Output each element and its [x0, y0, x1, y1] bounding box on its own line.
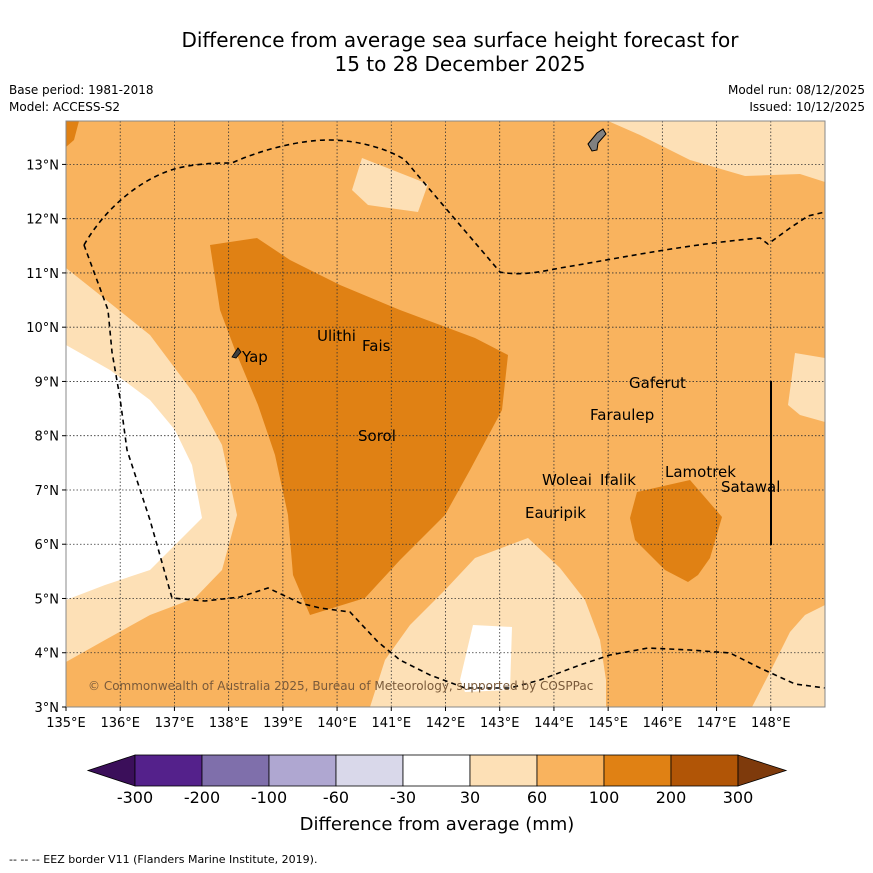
- lon-tick-label: 146°E: [643, 716, 683, 731]
- colorbar: [86, 754, 788, 787]
- field-30-60-east: [788, 353, 825, 422]
- lon-tick-label: 145°E: [588, 716, 628, 731]
- lat-tick-label: 11°N: [26, 267, 59, 282]
- lon-tick-label: 148°E: [751, 716, 791, 731]
- colorbar-tick-label: -30: [390, 788, 416, 807]
- field-100-200-central: [210, 238, 508, 615]
- colorbar-segment: [201, 754, 270, 787]
- colorbar-segment: [134, 754, 203, 787]
- field-100-200-east: [630, 480, 722, 582]
- gridlines: [66, 121, 825, 707]
- colorbar-segment: [469, 754, 538, 787]
- issued-date: Issued: 10/12/2025: [749, 100, 865, 114]
- lat-tick-label: 12°N: [26, 213, 59, 228]
- lat-tick-label: 7°N: [35, 484, 60, 499]
- place-yap: Yap: [241, 348, 268, 366]
- base-period: Base period: 1981-2018: [9, 83, 154, 97]
- lon-tick-label: 147°E: [697, 716, 737, 731]
- title-line-1: Difference from average sea surface heig…: [181, 28, 739, 52]
- colorbar-segment: [268, 754, 337, 787]
- place-woleai: Woleai: [542, 471, 592, 489]
- colorbar-tick-label: 300: [723, 788, 754, 807]
- colorbar-segment: [603, 754, 672, 787]
- lat-tick-label: 8°N: [35, 430, 60, 445]
- place-eauripik: Eauripik: [525, 504, 586, 522]
- lat-tick-label: 4°N: [35, 647, 60, 662]
- colorbar-labels: -300 -200 -100 -60 -30 30 60 100 200 300: [117, 788, 753, 807]
- lon-tick-label: 144°E: [534, 716, 574, 731]
- colorbar-arrow-high: [737, 754, 788, 787]
- place-satawal: Satawal: [721, 478, 780, 496]
- model-run: Model run: 08/12/2025: [727, 83, 865, 97]
- lat-tick-label: 3°N: [35, 701, 60, 716]
- lat-tick-label: 10°N: [26, 321, 59, 336]
- yap-island: [231, 347, 242, 359]
- field-100-200-corner: [66, 121, 79, 147]
- place-sorol: Sorol: [358, 427, 396, 445]
- lat-tick-label: 9°N: [35, 375, 60, 390]
- field-30-60-south: [370, 538, 606, 707]
- model-name: Model: ACCESS-S2: [9, 100, 121, 114]
- lat-ticks: 3°N 4°N 5°N 6°N 7°N 8°N 9°N 10°N 11°N 12°N 13°N: [26, 158, 66, 716]
- lon-tick-label: 137°E: [155, 716, 195, 731]
- place-fais: Fais: [362, 337, 391, 355]
- lon-tick-label: 142°E: [426, 716, 466, 731]
- field-neutral-south: [460, 625, 512, 692]
- colorbar-arrow-low: [86, 754, 136, 787]
- place-labels: Yap Ulithi Fais Sorol Gaferut Faraulep W…: [241, 327, 780, 522]
- place-ulithi: Ulithi: [317, 327, 356, 345]
- field-30-60-southeast: [752, 605, 825, 707]
- eez-border-south: [83, 244, 826, 689]
- lon-tick-label: 135°E: [46, 716, 86, 731]
- colorbar-tick-label: -100: [251, 788, 287, 807]
- colorbar-segment: [335, 754, 404, 787]
- colorbar-tick-label: -300: [117, 788, 153, 807]
- colorbar-caption: Difference from average (mm): [300, 814, 575, 835]
- title-line-2: 15 to 28 December 2025: [334, 52, 586, 76]
- colorbar-tick-label: -200: [184, 788, 220, 807]
- place-lamotrek: Lamotrek: [665, 463, 736, 481]
- eez-border-north: [83, 139, 826, 275]
- guam-island: [587, 128, 607, 152]
- colorbar-segment: [402, 754, 471, 787]
- lat-tick-label: 5°N: [35, 592, 60, 607]
- field-30-60-north: [352, 158, 428, 212]
- eez-footnote: -- -- -- EEZ border V11 (Flanders Marine…: [9, 853, 318, 866]
- meta-right: Model run: 08/12/2025 Issued: 10/12/2025: [728, 82, 865, 116]
- copyright-notice: © Commonwealth of Australia 2025, Bureau…: [88, 679, 593, 693]
- lat-tick-label: 6°N: [35, 538, 60, 553]
- lon-ticks: 135°E 136°E 137°E 138°E 139°E 140°E 141°E 142°E…: [46, 707, 791, 731]
- colorbar-tick-label: 200: [656, 788, 687, 807]
- map-title: Difference from average sea surface heig…: [60, 28, 860, 76]
- lon-tick-label: 138°E: [209, 716, 249, 731]
- lon-tick-label: 143°E: [480, 716, 520, 731]
- colorbar-tick-label: -60: [323, 788, 349, 807]
- meta-left: Base period: 1981-2018 Model: ACCESS-S2: [9, 82, 154, 116]
- colorbar-segment: [670, 754, 739, 787]
- colorbar-tick-label: 30: [460, 788, 480, 807]
- lat-tick-label: 13°N: [26, 158, 59, 173]
- lon-tick-label: 139°E: [263, 716, 303, 731]
- colorbar-tick-label: 60: [527, 788, 547, 807]
- lon-tick-label: 140°E: [317, 716, 357, 731]
- place-ifalik: Ifalik: [600, 471, 636, 489]
- place-faraulep: Faraulep: [590, 406, 654, 424]
- lon-tick-label: 141°E: [372, 716, 412, 731]
- colorbar-tick-label: 100: [589, 788, 620, 807]
- place-gaferut: Gaferut: [629, 374, 686, 392]
- lon-tick-label: 136°E: [100, 716, 140, 731]
- colorbar-segment: [536, 754, 605, 787]
